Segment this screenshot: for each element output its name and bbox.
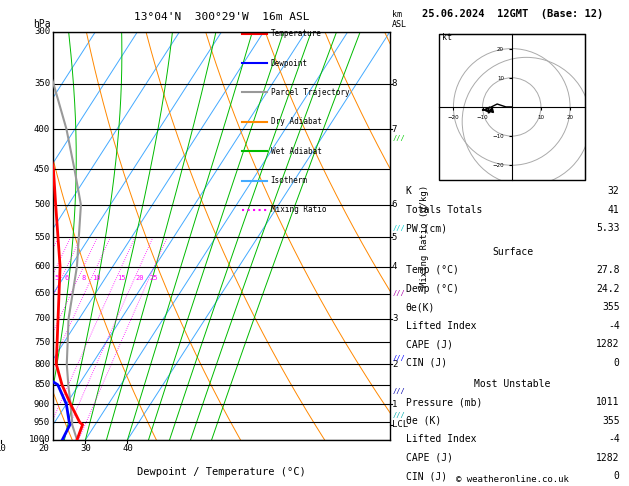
Text: 800: 800 [34, 360, 50, 369]
Text: 350: 350 [34, 79, 50, 88]
Text: 32: 32 [608, 187, 620, 196]
Text: ///: /// [393, 412, 406, 418]
Text: ///: /// [393, 135, 406, 141]
Text: 7: 7 [392, 124, 398, 134]
Text: 0: 0 [614, 358, 620, 367]
Text: 20: 20 [135, 275, 144, 281]
Text: 15: 15 [118, 275, 126, 281]
Text: 4: 4 [392, 262, 398, 271]
Text: Temp (°C): Temp (°C) [406, 265, 459, 275]
Text: Temperature: Temperature [270, 29, 321, 38]
Text: 25: 25 [150, 275, 159, 281]
Text: Pressure (mb): Pressure (mb) [406, 398, 482, 407]
Text: 6: 6 [392, 200, 398, 209]
Text: θe (K): θe (K) [406, 416, 441, 426]
Text: Parcel Trajectory: Parcel Trajectory [270, 88, 349, 97]
Text: 300: 300 [34, 27, 50, 36]
Text: Most Unstable: Most Unstable [474, 379, 551, 389]
Text: 950: 950 [34, 418, 50, 427]
Text: 1000: 1000 [28, 435, 50, 444]
Text: 27.8: 27.8 [596, 265, 620, 275]
Text: CAPE (J): CAPE (J) [406, 453, 453, 463]
Text: 550: 550 [34, 233, 50, 242]
Text: 900: 900 [34, 399, 50, 409]
Text: 0: 0 [614, 471, 620, 481]
Text: Dewpoint / Temperature (°C): Dewpoint / Temperature (°C) [137, 467, 306, 477]
Text: 25.06.2024  12GMT  (Base: 12): 25.06.2024 12GMT (Base: 12) [422, 9, 603, 19]
Text: CIN (J): CIN (J) [406, 358, 447, 367]
Text: 41: 41 [608, 205, 620, 215]
Text: Lifted Index: Lifted Index [406, 434, 476, 444]
Text: 10: 10 [0, 444, 7, 453]
Text: 850: 850 [34, 380, 50, 389]
Text: 10: 10 [92, 275, 101, 281]
Text: CIN (J): CIN (J) [406, 471, 447, 481]
Text: CAPE (J): CAPE (J) [406, 339, 453, 349]
Text: 8: 8 [392, 79, 398, 88]
Text: K: K [406, 187, 411, 196]
Text: -4: -4 [608, 434, 620, 444]
Text: Wet Adiabat: Wet Adiabat [270, 147, 321, 156]
Text: Totals Totals: Totals Totals [406, 205, 482, 215]
Text: ///: /// [393, 388, 406, 394]
Text: 1282: 1282 [596, 453, 620, 463]
Text: 3: 3 [392, 314, 398, 323]
Text: 20: 20 [38, 444, 48, 453]
Text: Lifted Index: Lifted Index [406, 321, 476, 330]
Text: 355: 355 [602, 302, 620, 312]
Text: Dewp (°C): Dewp (°C) [406, 284, 459, 294]
Text: 2: 2 [392, 360, 398, 369]
Text: 355: 355 [602, 416, 620, 426]
Text: 1: 1 [392, 399, 398, 409]
Text: Mixing Ratio (g/kg): Mixing Ratio (g/kg) [420, 185, 429, 287]
Text: LCL: LCL [392, 420, 408, 429]
Text: -4: -4 [608, 321, 620, 330]
Text: ///: /// [393, 225, 406, 230]
Text: 8: 8 [81, 275, 86, 281]
Text: 5.33: 5.33 [596, 224, 620, 233]
Text: 5: 5 [55, 275, 58, 281]
Text: 1011: 1011 [596, 398, 620, 407]
Text: km
ASL: km ASL [392, 10, 407, 29]
Text: Dewpoint: Dewpoint [270, 58, 308, 68]
Text: 40: 40 [122, 444, 133, 453]
Text: ///: /// [393, 355, 406, 361]
Text: θe(K): θe(K) [406, 302, 435, 312]
Text: 1282: 1282 [596, 339, 620, 349]
Text: 13°04'N  300°29'W  16m ASL: 13°04'N 300°29'W 16m ASL [134, 12, 309, 22]
Text: 5: 5 [392, 233, 398, 242]
Text: 30: 30 [80, 444, 91, 453]
Text: Surface: Surface [492, 247, 533, 257]
Text: 600: 600 [34, 262, 50, 271]
Text: 6: 6 [65, 275, 69, 281]
Text: Dry Adiabat: Dry Adiabat [270, 117, 321, 126]
Text: PW (cm): PW (cm) [406, 224, 447, 233]
Text: 500: 500 [34, 200, 50, 209]
Text: ///: /// [393, 290, 406, 296]
Text: 650: 650 [34, 289, 50, 298]
Text: 400: 400 [34, 124, 50, 134]
Text: Mixing Ratio: Mixing Ratio [270, 206, 326, 214]
Text: © weatheronline.co.uk: © weatheronline.co.uk [456, 474, 569, 484]
Text: Isotherm: Isotherm [270, 176, 308, 185]
Text: 24.2: 24.2 [596, 284, 620, 294]
Text: 450: 450 [34, 165, 50, 174]
Text: 750: 750 [34, 338, 50, 347]
Text: kt: kt [442, 33, 452, 42]
Text: hPa: hPa [33, 19, 50, 29]
Text: 700: 700 [34, 314, 50, 323]
